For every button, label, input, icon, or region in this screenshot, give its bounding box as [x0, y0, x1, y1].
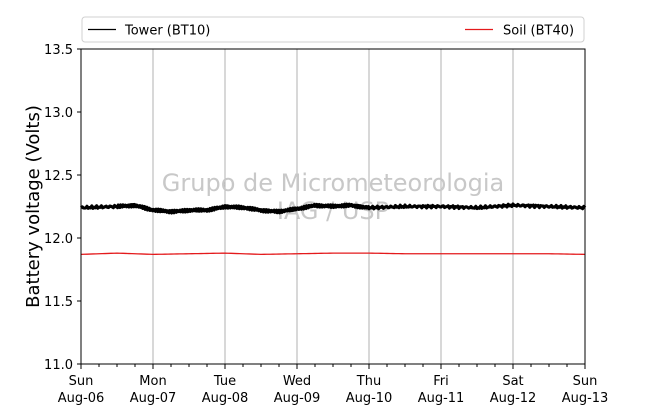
y-axis-label: Battery voltage (Volts): [23, 105, 44, 308]
x-tick-day: Tue: [213, 374, 236, 389]
x-tick-day: Thu: [356, 374, 381, 389]
x-tick-day: Fri: [433, 374, 449, 389]
y-tick-label: 11.0: [44, 358, 73, 373]
series-line-soil: [80, 252, 586, 256]
x-tick-day: Sun: [69, 374, 94, 389]
y-tick-label: 11.5: [44, 295, 73, 310]
series-lines: [80, 202, 587, 256]
y-tick-label: 12.5: [44, 169, 73, 184]
x-tick-date: Aug-06: [58, 391, 105, 406]
x-tick-date: Aug-07: [130, 391, 177, 406]
legend-label: Tower (BT10): [124, 24, 210, 39]
x-tick-day: Wed: [283, 374, 311, 389]
x-tick-date: Aug-08: [202, 391, 249, 406]
x-tick-date: Aug-13: [562, 391, 609, 406]
legend-label: Soil (BT40): [503, 24, 574, 39]
x-axis: Sun Aug-06 Mon Aug-07 Tue Aug-08 Wed Aug-09 Thu A…: [58, 364, 609, 406]
y-tick-label: 13.5: [44, 43, 73, 58]
legend: Tower (BT10) Soil (BT40): [81, 16, 585, 43]
watermark-line: Grupo de Micrometeorologia: [162, 169, 504, 197]
series-line-tower: [80, 202, 587, 215]
x-tick-day: Sun: [573, 374, 598, 389]
y-tick-label: 12.0: [44, 232, 73, 247]
x-tick-date: Aug-09: [274, 391, 321, 406]
x-tick-day: Sat: [502, 374, 523, 389]
y-axis: 11.0 11.5 12.0 12.5 13.0 13.5: [44, 43, 81, 373]
x-tick-date: Aug-11: [418, 391, 465, 406]
x-tick-date: Aug-10: [346, 391, 393, 406]
x-tick-date: Aug-12: [490, 391, 537, 406]
x-tick-day: Mon: [139, 374, 166, 389]
legend-box: [81, 16, 585, 43]
y-tick-label: 13.0: [44, 106, 73, 121]
